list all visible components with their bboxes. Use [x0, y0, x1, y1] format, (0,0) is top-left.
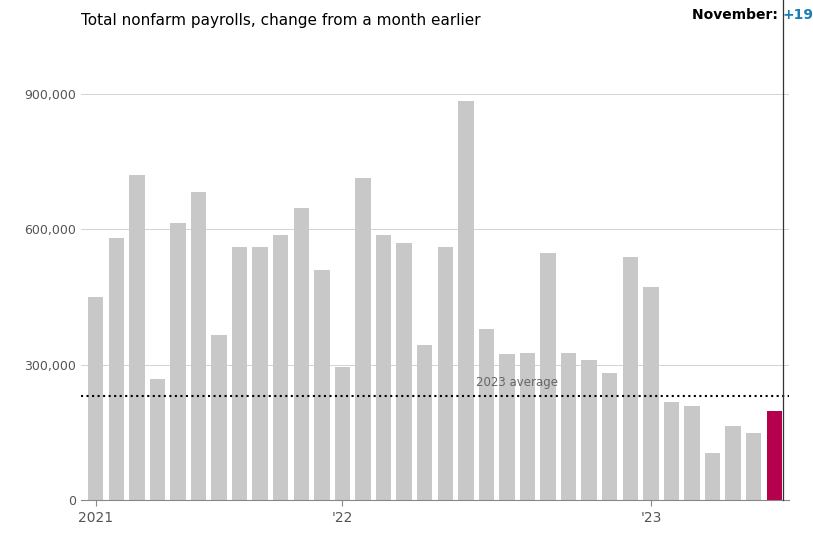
Bar [109, 239, 124, 500]
Bar [376, 235, 391, 500]
Bar [520, 353, 535, 500]
Bar [663, 403, 679, 500]
Bar [437, 246, 453, 500]
Bar [417, 345, 433, 500]
Bar [397, 243, 412, 500]
Bar [767, 410, 782, 500]
Bar [293, 207, 309, 500]
Bar [541, 253, 556, 500]
Bar [685, 405, 700, 500]
Bar [643, 287, 659, 500]
Bar [458, 101, 473, 500]
Bar [211, 335, 227, 500]
Bar [129, 175, 145, 500]
Text: +199,000: +199,000 [783, 8, 813, 22]
Bar [705, 453, 720, 500]
Bar [355, 178, 371, 500]
Bar [581, 360, 597, 500]
Bar [150, 379, 165, 500]
Bar [314, 270, 329, 500]
Text: Total nonfarm payrolls, change from a month earlier: Total nonfarm payrolls, change from a mo… [81, 13, 481, 28]
Text: 2023 average: 2023 average [476, 376, 558, 389]
Bar [191, 192, 207, 500]
Bar [602, 373, 617, 500]
Bar [88, 297, 103, 500]
Bar [746, 433, 761, 500]
Bar [170, 223, 185, 500]
Bar [335, 367, 350, 500]
Bar [561, 353, 576, 500]
Bar [273, 235, 289, 500]
Bar [499, 354, 515, 500]
Bar [623, 257, 638, 500]
Bar [253, 247, 268, 500]
Bar [479, 329, 494, 500]
Text: November:: November: [692, 8, 783, 22]
Bar [232, 247, 247, 500]
Bar [725, 426, 741, 500]
